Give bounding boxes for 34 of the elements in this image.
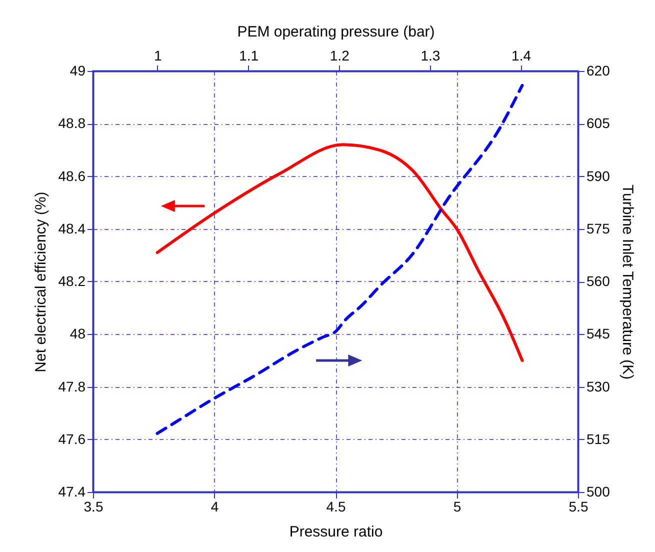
x2-tick-label: 1.2 <box>330 48 350 64</box>
line-series <box>156 84 524 435</box>
x-tick-label: 3.5 <box>84 498 104 514</box>
y-tick-label: 48.4 <box>58 220 86 236</box>
y2-tick-label: 545 <box>586 326 610 342</box>
y2-tick-label: 560 <box>586 273 610 289</box>
y-axis-title: Net electrical efficiency (%) <box>32 192 50 372</box>
x2-tick-label: 1.1 <box>239 48 259 64</box>
x-tick-label: 4.5 <box>326 498 346 514</box>
y-tick-label: 48.6 <box>58 168 86 184</box>
y-tick-label: 48 <box>70 326 86 342</box>
y2-tick-label: 515 <box>586 430 610 447</box>
x2-axis-title: PEM operating pressure (bar) <box>237 24 435 40</box>
x-tick-label: 4 <box>210 498 219 514</box>
x-tick-label: 5 <box>453 498 462 514</box>
y-tick-label: 49 <box>70 62 86 78</box>
y-tick-label: 48.2 <box>58 273 86 289</box>
y-tick-label: 47.8 <box>58 378 86 394</box>
y2-axis-title: Turbine Inlet Temperature (K) <box>618 184 636 380</box>
y2-tick-label: 620 <box>586 62 610 78</box>
y2-tick-label: 605 <box>586 115 610 132</box>
y-tick-label: 48.8 <box>58 115 86 132</box>
x-axis-title: Pressure ratio <box>289 524 383 540</box>
y2-tick-label: 500 <box>586 484 610 500</box>
x-tick-label: 5.5 <box>568 498 588 514</box>
y2-tick-label: 575 <box>586 220 610 236</box>
line-series <box>156 143 524 362</box>
y-tick-label: 47.6 <box>58 430 86 447</box>
x2-tick-label: 1.4 <box>512 48 532 64</box>
x2-tick-label: 1 <box>154 48 162 64</box>
y2-tick-label: 590 <box>586 168 610 184</box>
y2-tick-label: 530 <box>586 378 610 394</box>
x2-tick-label: 1.3 <box>420 48 440 64</box>
y-tick-label: 47.4 <box>58 484 86 500</box>
